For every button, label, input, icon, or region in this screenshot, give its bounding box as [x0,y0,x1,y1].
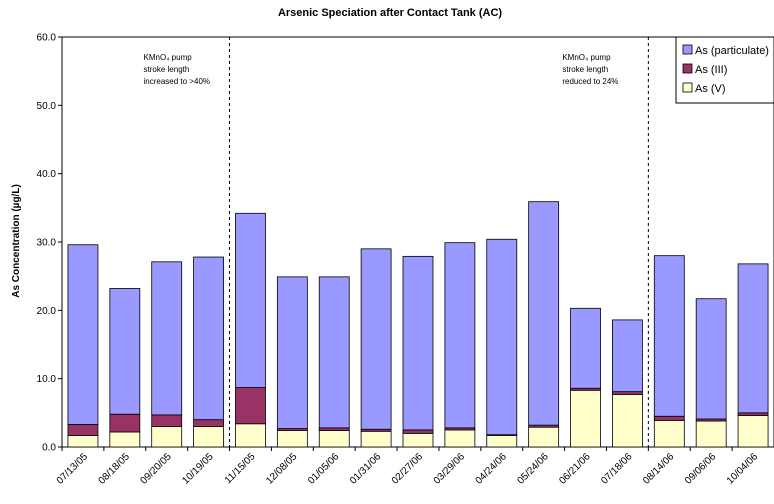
bar-segment [109,431,141,448]
bar-segment [612,393,643,448]
legend-label: As (III) [695,64,727,76]
bar-segment [67,244,99,425]
x-tick-label: 10/04/06 [725,451,761,487]
y-tick-label: 0.0 [42,443,56,454]
event-annotation-line: increased to >40% [144,77,211,86]
bar-segment [360,248,392,430]
legend-swatch [682,63,693,74]
y-tick-label: 10.0 [37,374,57,385]
bar-segment [151,426,183,448]
bar-segment [276,430,308,448]
legend-label: As (particulate) [695,45,769,57]
x-tick-label: 04/24/06 [474,451,510,487]
bar-segment [737,415,769,448]
bar-segment [402,432,434,448]
bar-segment [276,276,308,429]
bar-segment [193,419,224,427]
bar-segment [737,412,769,416]
x-tick-label: 05/24/06 [515,451,551,487]
x-tick-label: 08/18/05 [97,451,133,487]
legend-swatch [682,82,693,93]
bar-segment [402,255,434,431]
bar-segment [653,419,685,448]
event-annotation-line: reduced to 24% [562,77,618,86]
x-tick-label: 01/05/06 [306,451,342,487]
bar-segment [528,201,560,426]
legend: As (particulate) As (III) As (V) [675,36,774,104]
x-tick-label: 09/20/05 [139,451,175,487]
x-tick-label: 08/14/06 [641,451,677,487]
x-tick-label: 06/21/06 [557,451,593,487]
x-tick-label: 01/31/06 [348,451,384,487]
bar-segment [109,413,141,433]
x-tick-label: 12/08/05 [264,451,300,487]
bar-segment [612,319,643,393]
event-annotation: KMnO₄ pump stroke length increased to >40% [144,53,211,86]
bar-segment [235,387,266,425]
bar-segment [695,298,727,420]
bar-segment [612,391,643,395]
bar-segment [318,276,350,429]
bar-segment [695,420,727,448]
event-annotation: KMnO₄ pump stroke length reduced to 24% [562,53,618,86]
bar-segment [67,424,99,436]
event-annotation-line: KMnO₄ pump [562,53,611,62]
legend-label: As (V) [695,83,726,95]
event-annotation-line: KMnO₄ pump [144,53,193,62]
y-tick-label: 40.0 [37,169,57,180]
event-annotation-line: stroke length [562,65,608,74]
x-tick-label: 09/06/06 [683,451,719,487]
bar-segment [570,307,601,389]
x-tick-label: 03/29/06 [432,451,468,487]
event-annotation-line: stroke length [144,65,190,74]
x-tick-label: 02/27/06 [390,451,426,487]
bar-segment [318,430,350,448]
bar-segment [486,238,518,436]
bar-segment [193,256,224,421]
bar-segment [444,429,476,448]
bar-segment [151,414,183,427]
bar-segment [193,426,224,448]
y-tick-label: 50.0 [37,101,57,112]
y-tick-label: 30.0 [37,238,57,249]
bar-segment [235,212,266,388]
x-tick-label: 07/13/05 [55,451,91,487]
bar-segment [486,434,518,448]
bar-segment [653,415,685,421]
bar-segment [528,426,560,448]
bar-segment [570,389,601,448]
x-tick-label: 10/19/05 [180,451,216,487]
bar-segment [109,288,141,415]
x-tick-label: 11/15/05 [223,451,258,486]
bar-segment [737,263,769,414]
plot-area: 0.0 10.0 20.0 30.0 40.0 50.0 60.0 07/13/05 08/18… [37,33,774,487]
bar-segment [444,242,476,429]
bar-segment [402,429,434,434]
legend-swatch [682,44,693,55]
x-tick-label: 07/18/06 [599,451,635,487]
bar-segment [653,255,685,417]
bar-segment [151,261,183,416]
y-tick-label: 20.0 [37,306,57,317]
chart-title: Arsenic Speciation after Contact Tank (A… [278,7,502,19]
y-axis-label: As Concentration (µg/L) [11,184,22,298]
y-tick-label: 60.0 [37,33,57,44]
bar-segment [67,434,99,448]
bar-segment [318,427,350,432]
bar-segment [360,430,392,448]
bar-segment [235,423,266,448]
